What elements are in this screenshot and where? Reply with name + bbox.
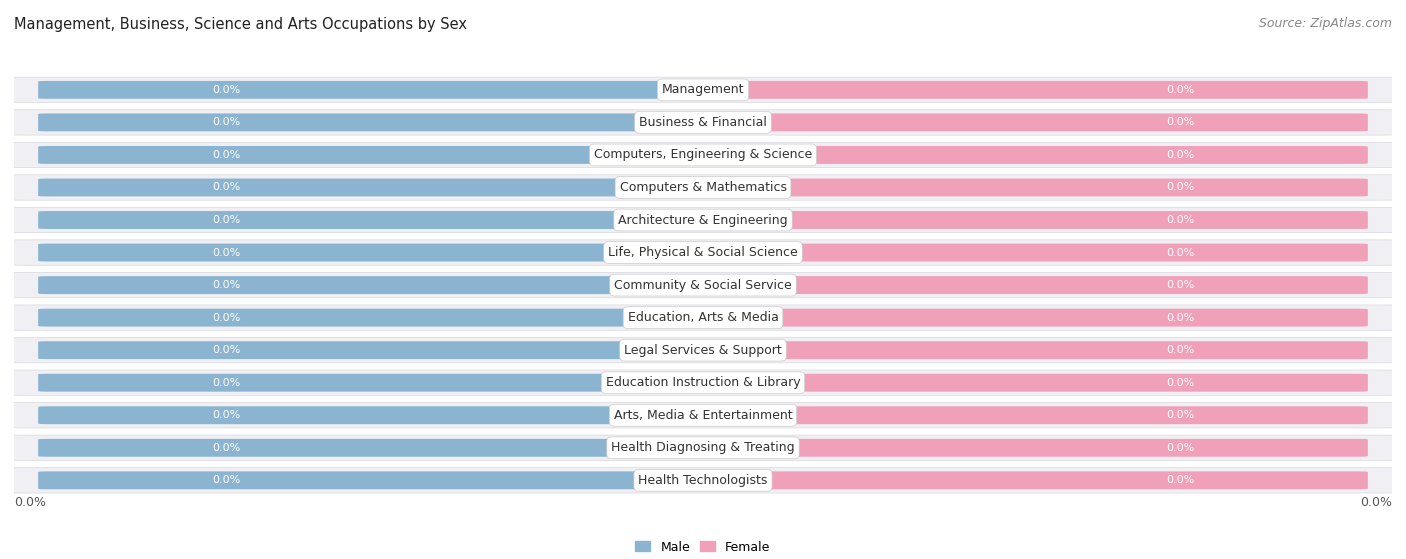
FancyBboxPatch shape xyxy=(38,81,693,99)
FancyBboxPatch shape xyxy=(11,207,1395,233)
FancyBboxPatch shape xyxy=(38,211,693,229)
Legend: Male, Female: Male, Female xyxy=(636,541,770,553)
Text: Health Technologists: Health Technologists xyxy=(638,474,768,487)
Text: 0.0%: 0.0% xyxy=(1166,182,1194,192)
Text: Arts, Media & Entertainment: Arts, Media & Entertainment xyxy=(613,409,793,421)
FancyBboxPatch shape xyxy=(11,272,1395,298)
Text: Education, Arts & Media: Education, Arts & Media xyxy=(627,311,779,324)
Text: 0.0%: 0.0% xyxy=(1166,312,1194,323)
Text: 0.0%: 0.0% xyxy=(1166,410,1194,420)
FancyBboxPatch shape xyxy=(713,439,1368,457)
FancyBboxPatch shape xyxy=(11,370,1395,395)
Text: 0.0%: 0.0% xyxy=(212,150,240,160)
Text: 0.0%: 0.0% xyxy=(1166,280,1194,290)
FancyBboxPatch shape xyxy=(38,244,693,262)
Text: 0.0%: 0.0% xyxy=(212,85,240,95)
FancyBboxPatch shape xyxy=(11,435,1395,461)
Text: 0.0%: 0.0% xyxy=(1166,248,1194,258)
FancyBboxPatch shape xyxy=(713,211,1368,229)
FancyBboxPatch shape xyxy=(713,471,1368,489)
FancyBboxPatch shape xyxy=(713,178,1368,196)
FancyBboxPatch shape xyxy=(11,402,1395,428)
FancyBboxPatch shape xyxy=(11,110,1395,135)
Text: Community & Social Service: Community & Social Service xyxy=(614,278,792,292)
Text: 0.0%: 0.0% xyxy=(1166,475,1194,485)
FancyBboxPatch shape xyxy=(713,406,1368,424)
Text: Management, Business, Science and Arts Occupations by Sex: Management, Business, Science and Arts O… xyxy=(14,17,467,32)
FancyBboxPatch shape xyxy=(11,175,1395,200)
FancyBboxPatch shape xyxy=(713,276,1368,294)
Text: Legal Services & Support: Legal Services & Support xyxy=(624,344,782,357)
Text: 0.0%: 0.0% xyxy=(1360,496,1392,509)
FancyBboxPatch shape xyxy=(38,276,693,294)
Text: 0.0%: 0.0% xyxy=(212,443,240,453)
FancyBboxPatch shape xyxy=(713,341,1368,359)
Text: Management: Management xyxy=(662,83,744,96)
Text: Education Instruction & Library: Education Instruction & Library xyxy=(606,376,800,389)
Text: 0.0%: 0.0% xyxy=(1166,345,1194,355)
FancyBboxPatch shape xyxy=(713,374,1368,392)
FancyBboxPatch shape xyxy=(11,305,1395,330)
FancyBboxPatch shape xyxy=(38,471,693,489)
FancyBboxPatch shape xyxy=(38,146,693,164)
FancyBboxPatch shape xyxy=(11,240,1395,265)
FancyBboxPatch shape xyxy=(713,309,1368,326)
Text: 0.0%: 0.0% xyxy=(212,248,240,258)
Text: 0.0%: 0.0% xyxy=(1166,215,1194,225)
FancyBboxPatch shape xyxy=(38,309,693,326)
Text: 0.0%: 0.0% xyxy=(212,117,240,127)
Text: Health Diagnosing & Treating: Health Diagnosing & Treating xyxy=(612,441,794,454)
FancyBboxPatch shape xyxy=(38,113,693,131)
Text: 0.0%: 0.0% xyxy=(212,410,240,420)
FancyBboxPatch shape xyxy=(713,113,1368,131)
Text: Business & Financial: Business & Financial xyxy=(640,116,766,129)
Text: 0.0%: 0.0% xyxy=(212,280,240,290)
FancyBboxPatch shape xyxy=(38,439,693,457)
Text: 0.0%: 0.0% xyxy=(212,475,240,485)
FancyBboxPatch shape xyxy=(713,81,1368,99)
Text: Source: ZipAtlas.com: Source: ZipAtlas.com xyxy=(1258,17,1392,30)
Text: 0.0%: 0.0% xyxy=(212,312,240,323)
Text: 0.0%: 0.0% xyxy=(1166,378,1194,388)
Text: 0.0%: 0.0% xyxy=(1166,443,1194,453)
Text: Computers & Mathematics: Computers & Mathematics xyxy=(620,181,786,194)
FancyBboxPatch shape xyxy=(11,142,1395,168)
FancyBboxPatch shape xyxy=(11,77,1395,102)
Text: 0.0%: 0.0% xyxy=(14,496,46,509)
FancyBboxPatch shape xyxy=(11,338,1395,363)
Text: 0.0%: 0.0% xyxy=(212,182,240,192)
Text: Computers, Engineering & Science: Computers, Engineering & Science xyxy=(593,149,813,162)
Text: 0.0%: 0.0% xyxy=(1166,85,1194,95)
FancyBboxPatch shape xyxy=(38,406,693,424)
Text: 0.0%: 0.0% xyxy=(212,215,240,225)
Text: Architecture & Engineering: Architecture & Engineering xyxy=(619,214,787,226)
Text: 0.0%: 0.0% xyxy=(212,345,240,355)
FancyBboxPatch shape xyxy=(38,374,693,392)
FancyBboxPatch shape xyxy=(11,468,1395,493)
FancyBboxPatch shape xyxy=(38,178,693,196)
FancyBboxPatch shape xyxy=(38,341,693,359)
FancyBboxPatch shape xyxy=(713,146,1368,164)
Text: 0.0%: 0.0% xyxy=(1166,150,1194,160)
Text: 0.0%: 0.0% xyxy=(1166,117,1194,127)
FancyBboxPatch shape xyxy=(713,244,1368,262)
Text: Life, Physical & Social Science: Life, Physical & Social Science xyxy=(609,246,797,259)
Text: 0.0%: 0.0% xyxy=(212,378,240,388)
